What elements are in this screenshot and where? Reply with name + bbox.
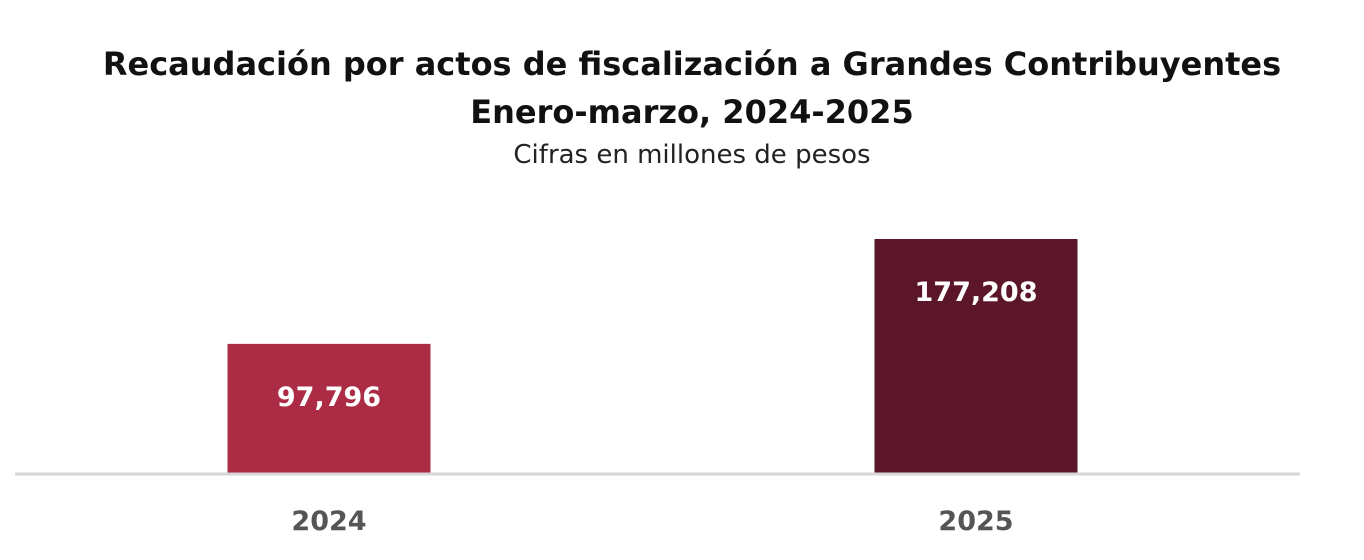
chart-title-period: Enero-marzo, 2024-2025: [470, 93, 914, 131]
x-tick-label-2024: 2024: [291, 506, 366, 537]
chart-title: Recaudación por actos de fiscalización a…: [102, 45, 1282, 83]
chart-subtitle: Cifras en millones de pesos: [513, 140, 871, 170]
bar-2025: [874, 239, 1078, 473]
bar-2024: [227, 343, 431, 473]
chart-header: Recaudación por actos de fiscalización a…: [0, 40, 1364, 170]
x-tick-label-2025: 2025: [938, 506, 1013, 537]
data-label-2024: 97,796: [277, 382, 381, 413]
data-label-2025: 177,208: [915, 277, 1038, 308]
